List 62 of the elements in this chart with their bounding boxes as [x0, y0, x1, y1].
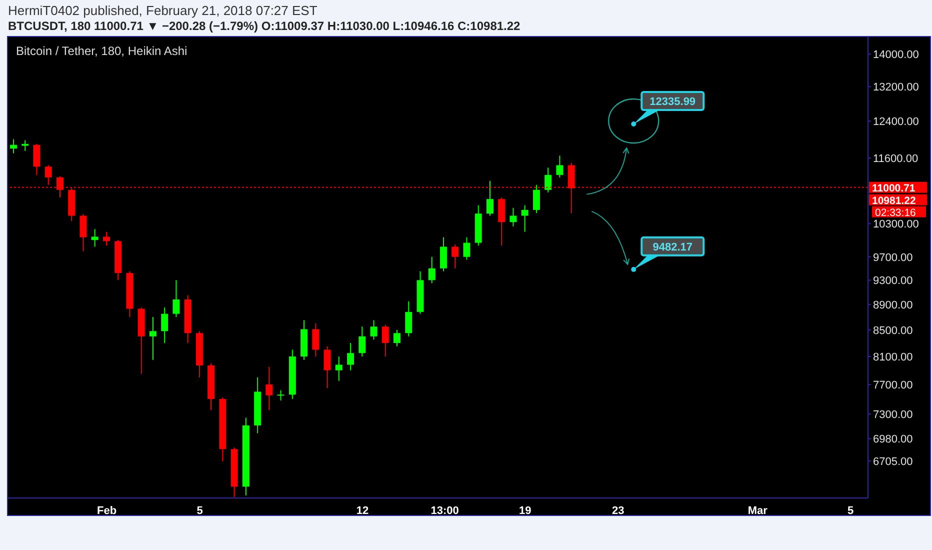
candlestick [394, 329, 401, 347]
candlestick [347, 342, 354, 371]
candlestick [172, 280, 180, 318]
x-tick-label: 23 [612, 504, 624, 517]
candlestick [91, 228, 98, 248]
y-tick-label: 8500.00 [873, 324, 913, 337]
candlestick [486, 180, 494, 216]
x-tick-label: 12 [356, 504, 369, 517]
candlestick [370, 320, 378, 340]
x-tick-label: 13:00 [430, 504, 459, 517]
candlestick [22, 140, 29, 152]
candlestick [161, 307, 168, 344]
candlestick [44, 164, 52, 186]
x-tick-label: Mar [748, 504, 768, 517]
y-tick-label: 11600.00 [873, 152, 918, 165]
y-tick-label: 8900.00 [873, 299, 913, 312]
chart-subtitle: BTCUSDT, 180 11000.71 ▼ −200.28 (−1.79%) O:11009.37 H:11030.00 L:10946.16 C:10981.22 [8, 19, 520, 33]
text: 02:33:16 [875, 206, 916, 219]
y-tick-label: 7300.00 [873, 408, 913, 421]
candlestick [556, 155, 564, 178]
candlestick [266, 366, 273, 411]
candlestick [312, 322, 320, 357]
text: HermiT0402 published, February 21, 2018 07:27 EST [8, 3, 318, 18]
candlestick [33, 143, 40, 176]
candlestick [335, 356, 342, 382]
annotation: 9482.17 [652, 241, 693, 254]
candlestick [277, 390, 284, 401]
candlestick [498, 197, 506, 246]
y-tick-label: 10300.00 [873, 218, 919, 231]
candlestick [102, 231, 110, 246]
candlestick [544, 167, 552, 193]
y-tick-label: 14000.00 [873, 49, 919, 62]
candlestick [532, 184, 540, 214]
text: Bitcoin / Tether, 180, Heikin Ashi [16, 44, 188, 58]
text: 10981.22 [872, 194, 916, 207]
candlestick [452, 244, 459, 269]
x-tick-label: 19 [519, 504, 532, 517]
annotation: 12335.99 [650, 96, 696, 108]
candlestick [358, 326, 366, 357]
candlestick [382, 324, 389, 357]
x-tick-label: 5 [848, 504, 854, 517]
candlestick [10, 138, 17, 154]
y-tick-label: 6705.00 [873, 456, 913, 468]
candlestick [405, 300, 412, 337]
y-tick-label: 8100.00 [873, 351, 913, 364]
y-tick-label: 12400.00 [873, 116, 919, 128]
x-tick-label: 5 [196, 504, 203, 517]
ref-line-label: 11000.71 [872, 182, 916, 194]
x-tick-label: Feb [97, 504, 117, 517]
candlestick [324, 346, 331, 389]
y-tick-label: 9300.00 [873, 275, 913, 288]
y-tick-label: 13200.00 [873, 82, 919, 94]
candlestick [440, 236, 447, 272]
candlestick [510, 207, 517, 227]
candlestick [149, 316, 156, 360]
candlestick [463, 236, 470, 260]
y-tick-label: 9700.00 [873, 252, 913, 264]
y-tick-label: 7700.00 [873, 379, 913, 392]
candlestick [80, 214, 87, 252]
candlestick [428, 256, 436, 284]
y-tick-label: 6980.00 [873, 434, 913, 446]
candlestick [521, 204, 528, 232]
